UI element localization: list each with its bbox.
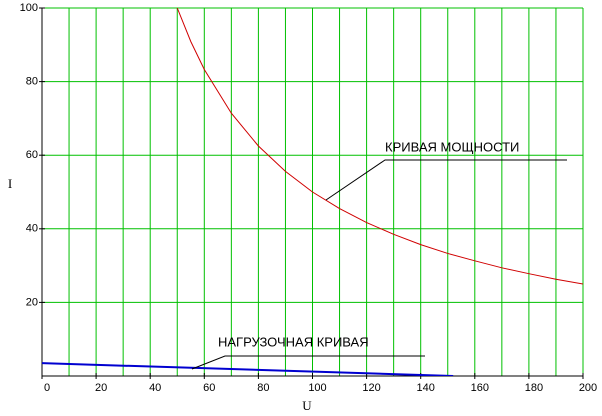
y-tick-label: 80: [26, 76, 38, 88]
x-tick-label: 120: [362, 382, 380, 394]
y-tick-label: 60: [26, 149, 38, 161]
y-tick-label: 40: [26, 223, 38, 235]
leader-line: [191, 355, 425, 370]
x-tick-label: 160: [471, 382, 489, 394]
series-label: КРИВАЯ МОЩНОСТИ: [385, 139, 519, 154]
series-line: [42, 362, 454, 376]
y-tick-label: 20: [26, 296, 38, 308]
x-tick-label: 180: [525, 382, 543, 394]
leader-line: [325, 159, 567, 201]
y-tick-label: 100: [20, 2, 38, 14]
x-axis-label: U: [302, 398, 312, 413]
y-axis-label: I: [8, 176, 12, 191]
x-tick-label: 140: [417, 382, 435, 394]
x-tick-label: 60: [203, 382, 215, 394]
series-label: НАГРУЗОЧНАЯ КРИВАЯ: [218, 334, 369, 349]
x-tick-label: 20: [95, 382, 107, 394]
x-tick-label: 100: [308, 382, 326, 394]
x-tick-label: 40: [149, 382, 161, 394]
x-tick-label: 80: [257, 382, 269, 394]
series-line: [176, 8, 583, 285]
x-tick-label: 0: [44, 382, 50, 394]
x-tick-label: 200: [579, 382, 597, 394]
